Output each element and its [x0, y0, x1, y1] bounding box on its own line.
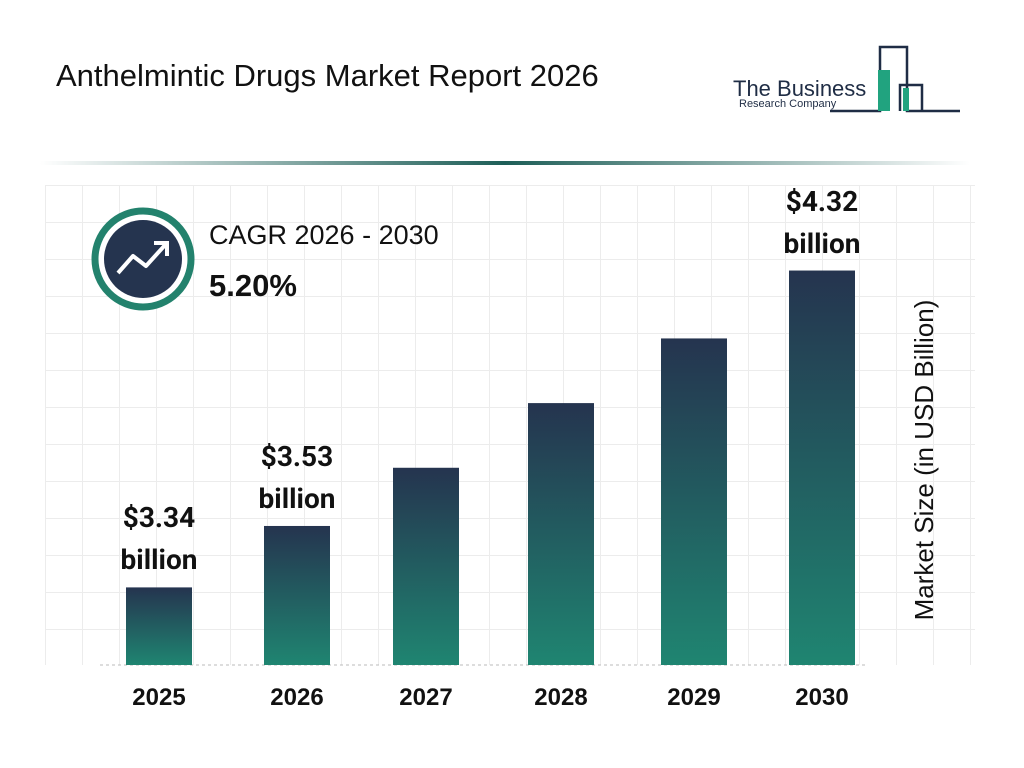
cagr-label: CAGR 2026 - 2030	[209, 220, 439, 250]
cagr-icon	[91, 207, 195, 311]
chart-title: Anthelmintic Drugs Market Report 2026	[56, 58, 599, 93]
bar	[528, 403, 594, 665]
bar	[264, 525, 330, 665]
x-tick-label: 2029	[667, 684, 720, 711]
logo-line1: The Business	[733, 76, 866, 101]
logo: The Business Research Company	[733, 45, 960, 113]
bar	[393, 467, 459, 665]
value-label: $4.32 billion	[783, 184, 861, 260]
bar	[789, 270, 855, 665]
logo-line2: Research Company	[739, 98, 837, 110]
cagr-value: 5.20%	[209, 268, 297, 303]
x-tick-label: 2026	[270, 684, 323, 711]
y-axis-label: Market Size (in USD Billion)	[909, 300, 939, 621]
value-label: $3.53 billion	[258, 439, 336, 515]
x-tick-label: 2028	[534, 684, 587, 711]
x-tick-label: 2027	[399, 684, 452, 711]
bar	[661, 338, 727, 665]
value-label: $3.34 billion	[120, 501, 198, 577]
x-tick-label: 2025	[132, 684, 185, 711]
x-tick-label: 2030	[795, 684, 848, 711]
divider	[40, 161, 970, 165]
bar	[126, 587, 192, 665]
